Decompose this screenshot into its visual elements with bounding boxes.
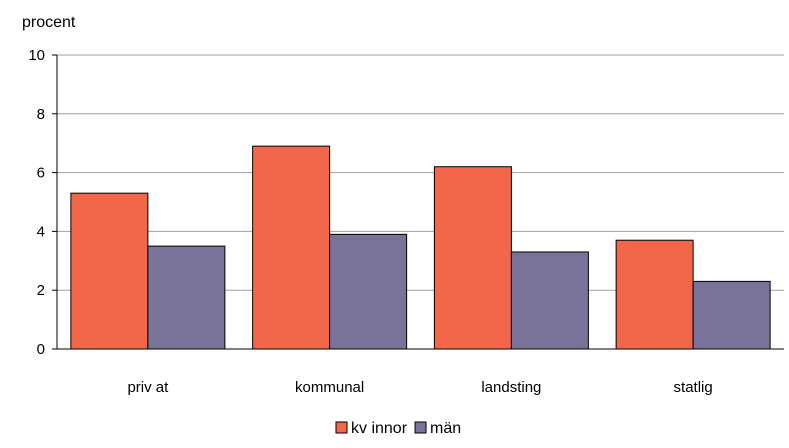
x-axis-labels: priv at kommunal landsting statlig xyxy=(127,379,712,396)
bar-kvinnor-1 xyxy=(252,145,331,350)
legend-label: män xyxy=(430,420,461,437)
legend-label: kv innor xyxy=(351,420,408,437)
x-category-label: kommunal xyxy=(295,379,364,396)
bar-män-0 xyxy=(147,245,226,350)
bar-män-1 xyxy=(329,233,408,350)
y-tick-label: 0 xyxy=(37,341,45,358)
bar-kvinnor-3 xyxy=(615,239,694,350)
x-category-label: landsting xyxy=(481,379,541,396)
bar-män-2 xyxy=(510,251,589,350)
y-tick-label: 4 xyxy=(37,223,45,240)
y-tick-label: 10 xyxy=(28,47,45,64)
bar-män-3 xyxy=(692,280,771,350)
legend: kv innor män xyxy=(335,420,461,437)
y-tick-label: 2 xyxy=(37,282,45,299)
legend-swatch xyxy=(414,421,427,434)
y-axis-ticks: 0 2 4 6 8 10 xyxy=(28,47,57,358)
x-category-label: statlig xyxy=(674,379,713,396)
y-tick-label: 6 xyxy=(37,165,45,182)
y-axis-unit-label: procent xyxy=(22,14,76,31)
bar-kvinnor-2 xyxy=(433,166,512,350)
bar-kvinnor-0 xyxy=(70,192,149,350)
x-category-label: priv at xyxy=(127,379,169,396)
bars xyxy=(70,145,771,350)
y-tick-label: 8 xyxy=(37,106,45,123)
legend-swatch xyxy=(335,421,348,434)
